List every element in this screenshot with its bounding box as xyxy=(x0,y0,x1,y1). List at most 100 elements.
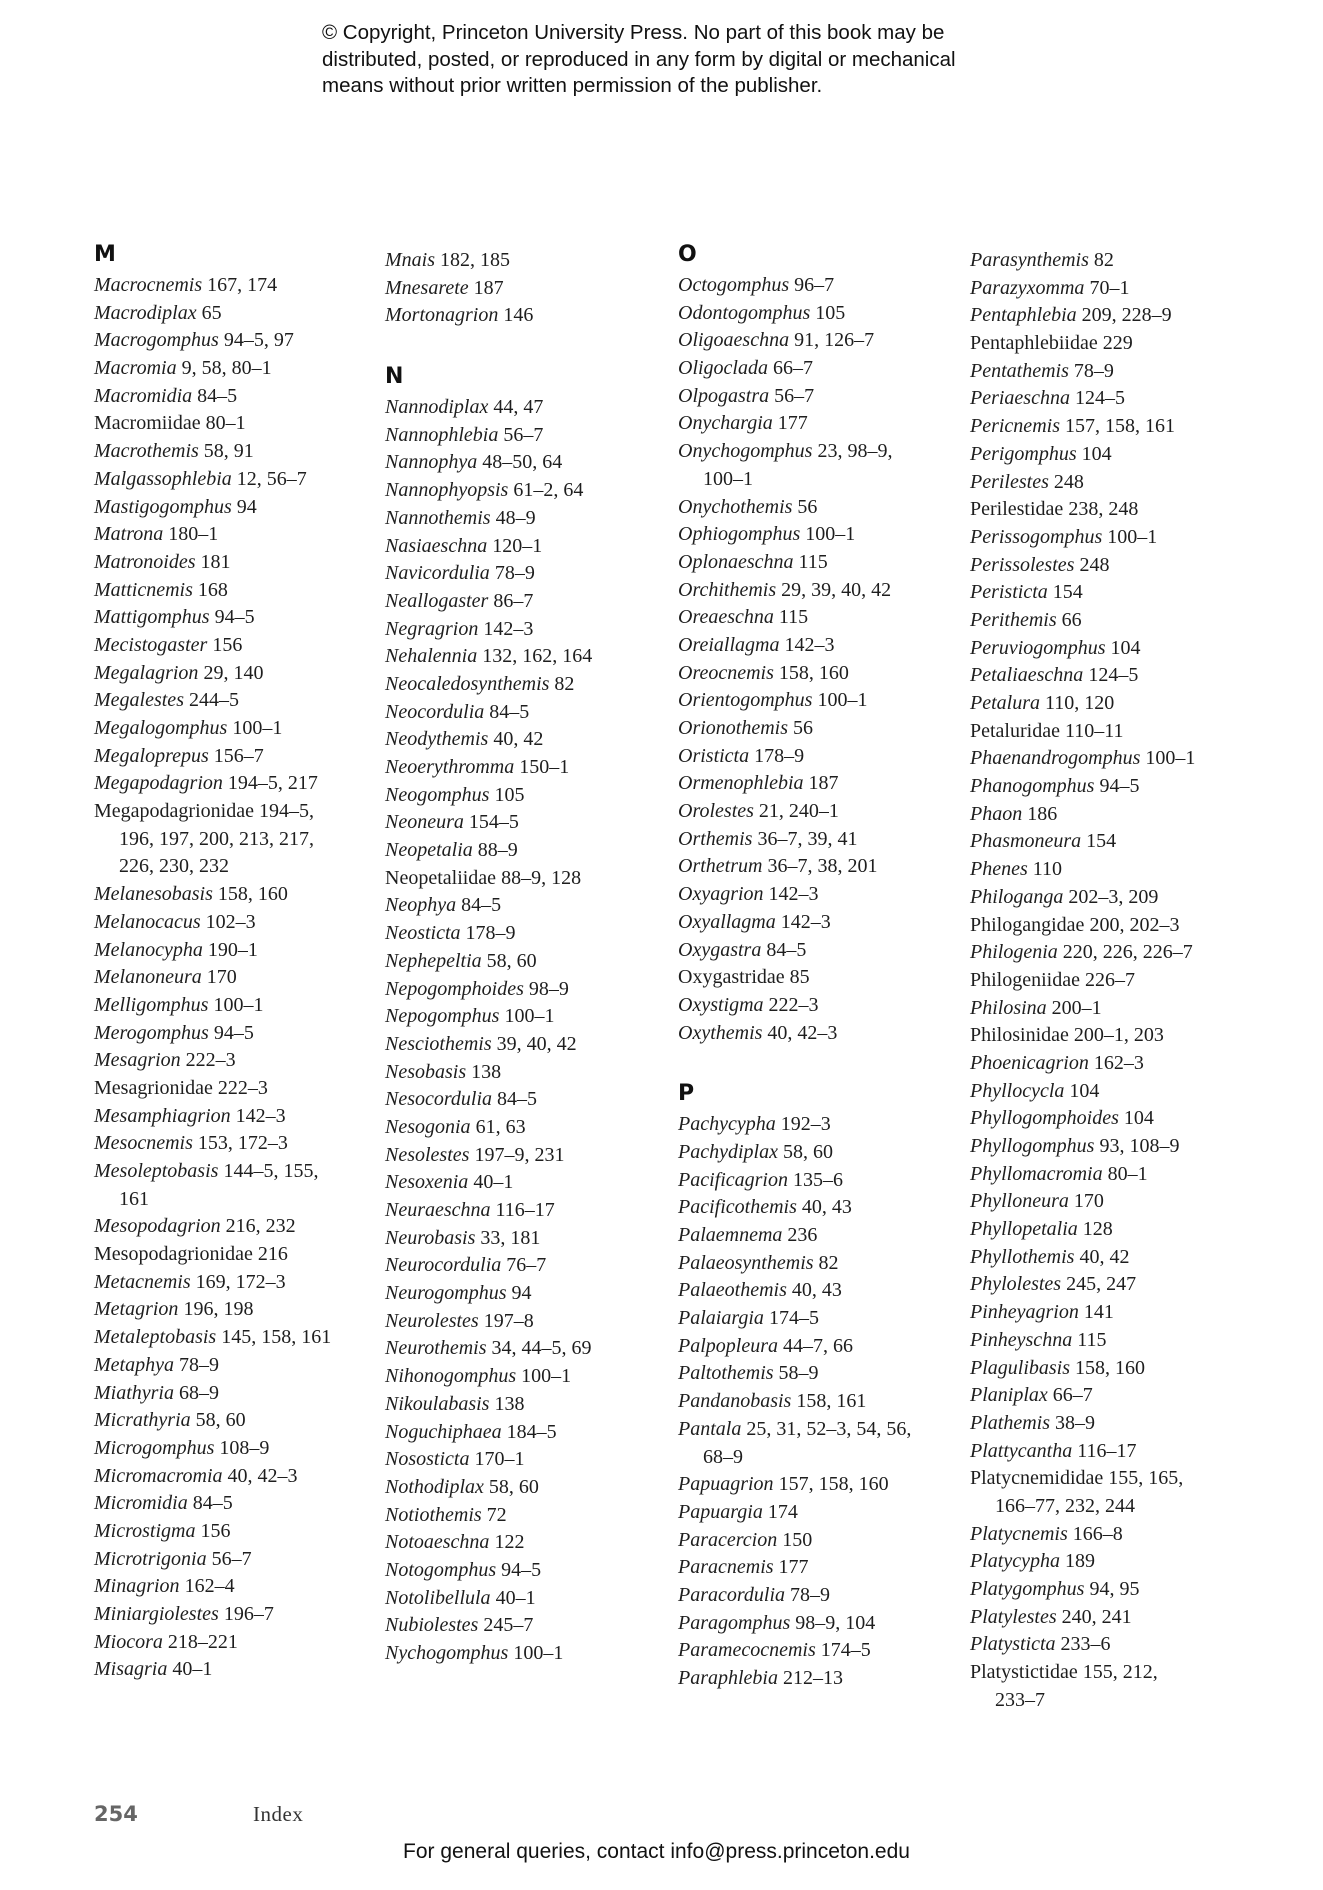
index-entry: Neurobasis 33, 181 xyxy=(385,1225,670,1253)
index-entry-line: Perithemis 66 xyxy=(970,607,1255,635)
entry-term: Phenes xyxy=(970,858,1028,881)
entry-term: Pachydiplax xyxy=(678,1140,778,1163)
index-entry: Onychogomphus 23, 98–9, 100–1 xyxy=(678,438,963,493)
index-entry: Nannophya 48–50, 64 xyxy=(385,449,670,477)
index-entry: Negragrion 142–3 xyxy=(385,616,670,644)
entry-term: Phoenicagrion xyxy=(970,1051,1089,1074)
entry-term: Pandanobasis xyxy=(678,1390,792,1413)
index-entry-line: Pachydiplax 58, 60 xyxy=(678,1139,963,1167)
entry-term: Macrothemis xyxy=(94,440,199,463)
index-entry: Phoenicagrion 162–3 xyxy=(970,1050,1255,1078)
entry-pages: 33, 181 xyxy=(480,1226,541,1249)
index-entry: Microstigma 156 xyxy=(94,1518,379,1546)
index-entry-line: Pinheyagrion 141 xyxy=(970,1299,1255,1327)
entry-term: Papuargia xyxy=(678,1500,763,1523)
index-entry: Philogeniidae 226–7 xyxy=(970,967,1255,995)
index-entry: Perilestes 248 xyxy=(970,469,1255,497)
entry-pages: 66–7 xyxy=(773,357,813,380)
entry-pages: 177 xyxy=(778,1556,809,1579)
entry-term: Petaluridae xyxy=(970,719,1060,742)
entry-term: Neurothemis xyxy=(385,1337,487,1360)
index-entry: Peristicta 154 xyxy=(970,579,1255,607)
index-entry-line: Nehalennia 132, 162, 164 xyxy=(385,643,670,671)
entry-term: Neopetaliidae xyxy=(385,866,497,889)
index-entry: Platygomphus 94, 95 xyxy=(970,1576,1255,1604)
entry-term: Orchithemis xyxy=(678,578,777,601)
entry-pages: 212–13 xyxy=(783,1667,843,1689)
entry-pages: 196, 198 xyxy=(183,1298,254,1321)
index-entry-line: Nesobasis 138 xyxy=(385,1059,670,1087)
entry-pages: 68–9 xyxy=(179,1381,219,1404)
index-entry: Pinheyagrion 141 xyxy=(970,1299,1255,1327)
index-entry-line: Mesocnemis 153, 172–3 xyxy=(94,1130,379,1158)
index-entry-line: Oxyallagma 142–3 xyxy=(678,909,963,937)
index-entry-line: Perilestidae 238, 248 xyxy=(970,496,1255,524)
index-entry-line: Phyllogomphus 93, 108–9 xyxy=(970,1133,1255,1161)
index-entry: Macromiidae 80–1 xyxy=(94,410,379,438)
index-entry: Phyllocycla 104 xyxy=(970,1078,1255,1106)
index-entry: Neopetaliidae 88–9, 128 xyxy=(385,865,670,893)
entry-term: Paraphlebia xyxy=(678,1667,778,1689)
entry-pages: 192–3 xyxy=(780,1113,831,1136)
index-entry: Pantala 25, 31, 52–3, 54, 56, 68–9 xyxy=(678,1416,963,1471)
entry-pages: 40–1 xyxy=(495,1586,536,1609)
entry-term: Paracnemis xyxy=(678,1556,774,1579)
index-entry: Platylestes 240, 241 xyxy=(970,1604,1255,1632)
index-entry-line: Nesciothemis 39, 40, 42 xyxy=(385,1031,670,1059)
entry-pages: 104 xyxy=(1069,1079,1100,1102)
index-entry-line: Phaenandrogomphus 100–1 xyxy=(970,745,1255,773)
entry-term: Pinheyagrion xyxy=(970,1301,1079,1324)
index-entry-line: Minagrion 162–4 xyxy=(94,1573,379,1601)
entry-pages: 216 xyxy=(257,1243,288,1266)
index-entry-line: Paracordulia 78–9 xyxy=(678,1582,963,1610)
contact-line: For general queries, contact info@press.… xyxy=(403,1840,910,1863)
index-entry-line: Pachycypha 192–3 xyxy=(678,1111,963,1139)
entry-term: Oreaeschna xyxy=(678,606,774,629)
entry-pages: 56 xyxy=(797,495,818,518)
index-entry: Melanocacus 102–3 xyxy=(94,909,379,937)
entry-term: Mesagrion xyxy=(94,1049,181,1072)
entry-term: Oxyallagma xyxy=(678,910,776,933)
entry-term: Neurobasis xyxy=(385,1226,476,1249)
index-entry-line: Phyllocycla 104 xyxy=(970,1078,1255,1106)
index-entry-line: Ormenophlebia 187 xyxy=(678,770,963,798)
index-entry: Mecistogaster 156 xyxy=(94,632,379,660)
index-entry-line: Platysticta 233–6 xyxy=(970,1631,1255,1659)
index-entry: Olpogastra 56–7 xyxy=(678,383,963,411)
entry-pages: 226–7 xyxy=(1084,968,1135,991)
entry-term: Matticnemis xyxy=(94,578,193,601)
entry-term: Microgomphus xyxy=(94,1436,215,1459)
entry-term: Negragrion xyxy=(385,617,479,640)
index-entry: Neocordulia 84–5 xyxy=(385,699,670,727)
index-entry: Octogomphus 96–7 xyxy=(678,272,963,300)
index-entry: Macrodiplax 65 xyxy=(94,300,379,328)
index-entry-line: Phyllopetalia 128 xyxy=(970,1216,1255,1244)
index-entry: Mesoleptobasis 144–5, 155, 161 xyxy=(94,1158,379,1213)
entry-pages: 40, 42–3 xyxy=(227,1464,298,1487)
entry-term: Nannophlebia xyxy=(385,423,499,446)
entry-pages: 220, 226, 226–7 xyxy=(1062,941,1193,964)
entry-pages: 82 xyxy=(818,1251,839,1274)
index-entry-line: Phenes 110 xyxy=(970,856,1255,884)
index-entry: Phyllopetalia 128 xyxy=(970,1216,1255,1244)
entry-term: Orthemis xyxy=(678,827,753,850)
entry-term: Melligomphus xyxy=(94,993,209,1016)
entry-pages: 216, 232 xyxy=(225,1215,296,1238)
entry-term: Mesoleptobasis xyxy=(94,1160,219,1182)
entry-pages: 197–9, 231 xyxy=(474,1143,565,1166)
entry-term: Phyllomacromia xyxy=(970,1162,1103,1185)
index-entry-line: Orchithemis 29, 39, 40, 42 xyxy=(678,577,963,605)
index-entry-line: Mesamphiagrion 142–3 xyxy=(94,1103,379,1131)
index-entry: Neosticta 178–9 xyxy=(385,920,670,948)
entry-term: Macrodiplax xyxy=(94,301,197,324)
index-entry: Phyllogomphus 93, 108–9 xyxy=(970,1133,1255,1161)
entry-term: Mortonagrion xyxy=(385,304,499,327)
index-entry: Parasynthemis 82 xyxy=(970,247,1255,275)
entry-term: Macromiidae xyxy=(94,412,201,435)
entry-pages: 93, 108–9 xyxy=(1099,1135,1180,1157)
index-entry: Orolestes 21, 240–1 xyxy=(678,798,963,826)
entry-pages: 100–1 xyxy=(817,689,868,712)
index-entry-line: Phaon 186 xyxy=(970,801,1255,829)
index-entry: Neurothemis 34, 44–5, 69 xyxy=(385,1335,670,1363)
section-letter-heading: O xyxy=(678,242,697,267)
